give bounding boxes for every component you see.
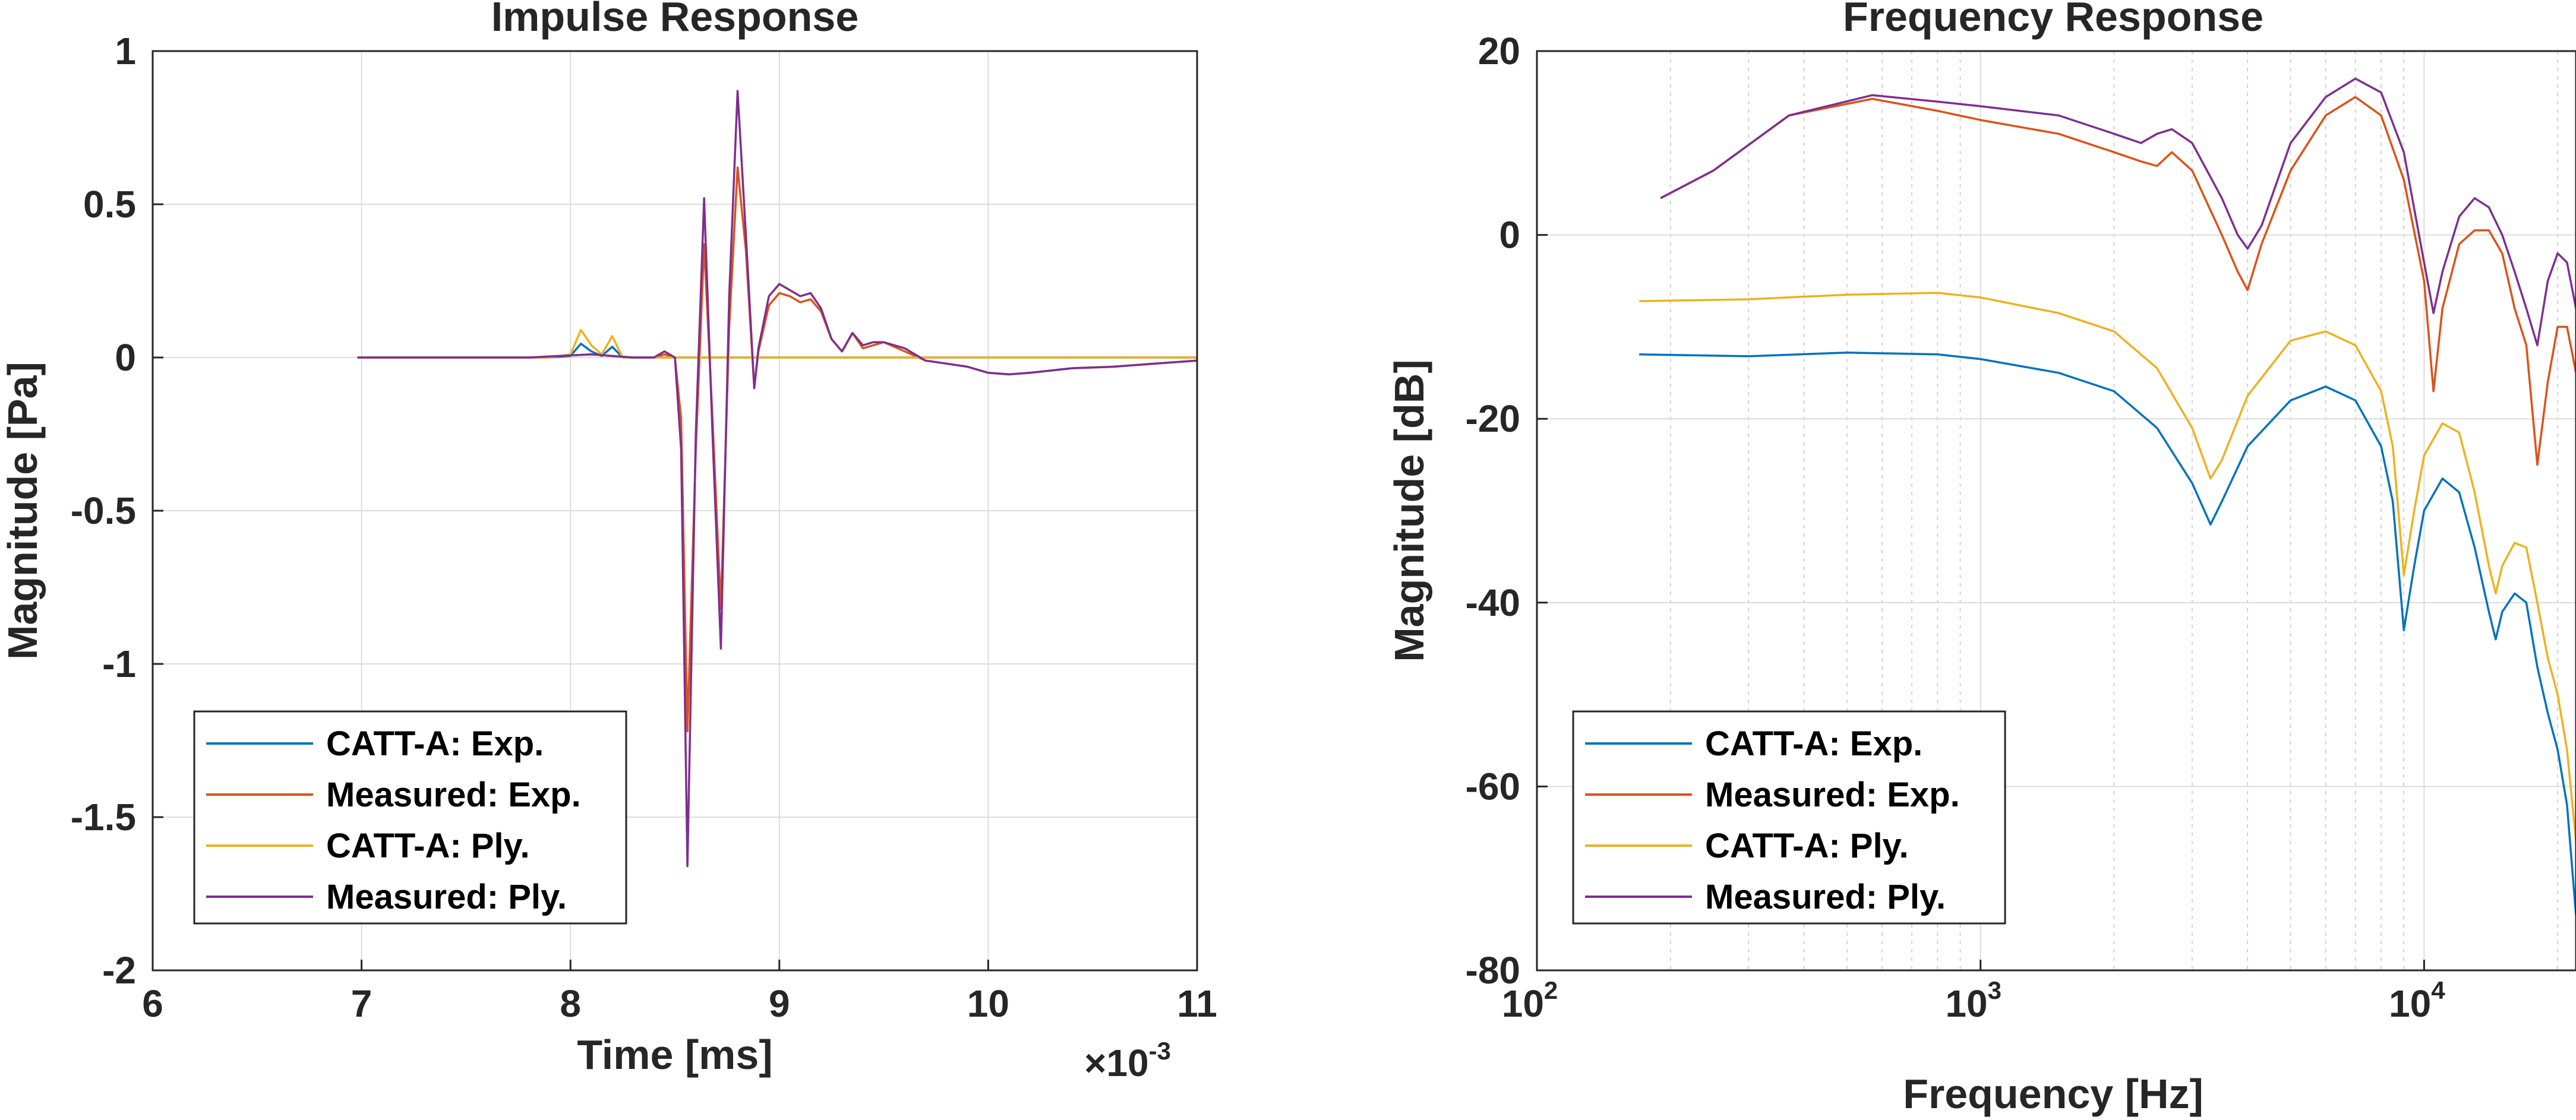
impulse-series-measured-ply [357, 90, 1197, 868]
impulse-x-tick-label: 6 [142, 982, 163, 1025]
frequency-y-tick-label: -80 [1466, 949, 1521, 992]
impulse-y-tick-label: -0.5 [71, 489, 136, 532]
impulse-axes-frame [151, 50, 1198, 972]
frequency-y-tick-label: 0 [1499, 214, 1520, 257]
impulse-xlabel: Time [ms] [577, 1032, 772, 1078]
impulse-legend-entries: CATT-A: Exp. Measured: Exp. CATT-A: Ply. Me… [206, 724, 581, 916]
impulse-x-tick-label: 7 [351, 982, 372, 1025]
frequency-axes-frame [1536, 50, 2576, 972]
frequency-xlabel: Frequency [Hz] [1903, 1071, 2204, 1117]
frequency-series-measured-exp [1660, 96, 2576, 466]
frequency-series-catt-a-exp [1639, 351, 2576, 916]
frequency-x-tick-label: 102 [1502, 976, 1558, 1025]
legend-label-measured-exp: Measured: Exp. [1705, 776, 1960, 814]
frequency-legend-box [1572, 710, 2006, 925]
impulse-x-exponent: ×10-3 [1084, 1037, 1171, 1084]
impulse-y-tick-label: 0.5 [83, 183, 136, 226]
impulse-ylabel: Magnitude [Pa] [0, 362, 46, 660]
frequency-tick-labels: 102 103 104 20 0 -20 -40 -60 -80 [1466, 30, 2446, 1025]
impulse-y-tick-label: -1.5 [71, 796, 136, 839]
x-exponent-power: -3 [1149, 1037, 1171, 1065]
frequency-title: Frequency Response [1843, 0, 2264, 40]
impulse-title: Impulse Response [491, 0, 859, 40]
frequency-series-catt-a-ply [1639, 292, 2576, 842]
legend-label-catt-a-exp: CATT-A: Exp. [1705, 724, 1922, 763]
frequency-y-tick-label: -40 [1466, 581, 1521, 624]
x-exponent-base: ×10 [1084, 1042, 1149, 1084]
frequency-response-panel: 102 103 104 20 0 -20 -40 -60 -80 Frequency Respo… [1386, 0, 2576, 1117]
frequency-series-measured-ply [1660, 77, 2576, 347]
impulse-y-tick-label: -1 [102, 643, 136, 685]
legend-label-measured-ply: Measured: Ply. [1705, 878, 1946, 916]
frequency-legend[interactable]: CATT-A: Exp. Measured: Exp. CATT-A: Ply. Me… [1572, 710, 2006, 925]
impulse-x-tick-label: 11 [1177, 982, 1217, 1025]
legend-label-catt-a-ply: CATT-A: Ply. [1705, 827, 1909, 865]
frequency-x-tick-label: 103 [1945, 976, 2002, 1025]
frequency-y-tick-label: -20 [1466, 397, 1521, 440]
impulse-series-group [357, 90, 1197, 868]
impulse-x-tick-label: 8 [560, 982, 581, 1025]
frequency-y-tick-label: -60 [1466, 765, 1521, 808]
legend-label-measured-exp: Measured: Exp. [326, 776, 581, 814]
legend-label-catt-a-exp: CATT-A: Exp. [326, 724, 544, 763]
legend-label-measured-ply: Measured: Ply. [326, 878, 567, 916]
impulse-x-tick-label: 9 [769, 982, 790, 1025]
frequency-series-group [1639, 77, 2576, 916]
frequency-legend-entries: CATT-A: Exp. Measured: Exp. CATT-A: Ply. Me… [1585, 724, 1960, 916]
legend-label-catt-a-ply: CATT-A: Ply. [326, 827, 530, 865]
impulse-y-tick-label: 1 [115, 30, 136, 72]
impulse-legend-box [193, 710, 627, 925]
frequency-x-tick-label: 104 [2389, 976, 2445, 1025]
impulse-y-tick-label: -2 [102, 949, 136, 992]
impulse-legend[interactable]: CATT-A: Exp. Measured: Exp. CATT-A: Ply. Me… [193, 710, 627, 925]
frequency-y-tick-label: 20 [1478, 30, 1520, 72]
impulse-y-tick-label: 0 [115, 336, 136, 379]
impulse-x-tick-label: 10 [967, 982, 1009, 1025]
frequency-ylabel: Magnitude [dB] [1386, 359, 1432, 662]
